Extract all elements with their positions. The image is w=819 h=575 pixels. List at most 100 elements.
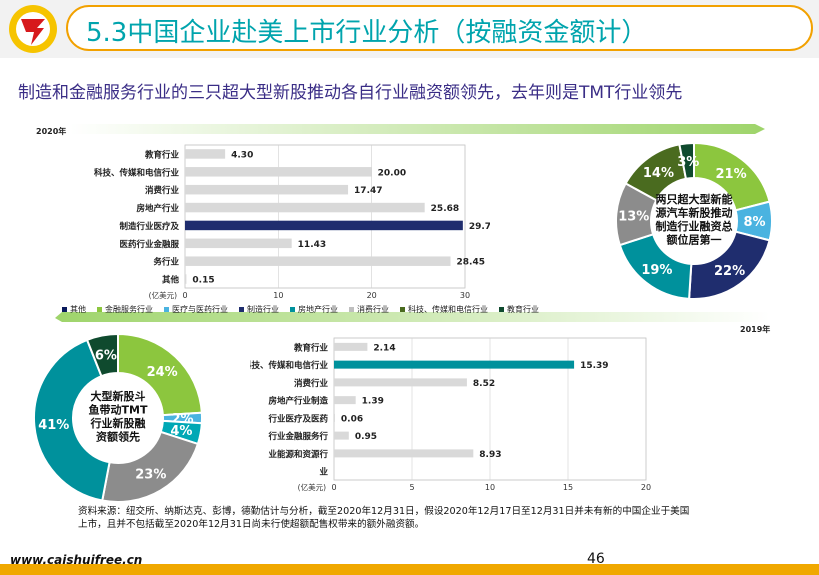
year-label-2019: 2019年 (740, 325, 771, 334)
bar (334, 360, 575, 369)
legend-label: 制造行业 (247, 305, 279, 314)
source-note: 资料来源：纽交所、纳斯达克、彭博，德勤估计与分析，截至2020年12月31日，假… (78, 506, 690, 530)
category-label: 业 (319, 467, 328, 478)
slice-label: 23% (135, 468, 166, 483)
slice-label: 14% (643, 166, 674, 181)
legend-label: 金融服务行业 (105, 305, 153, 314)
legend-label: 科技、传媒和电信行业 (408, 305, 488, 314)
center-text: 鱼带动TMT (89, 403, 148, 417)
bar-chart-2020: 0 10 20 30 (亿美元) 教育行业 4.30 科技、传媒和电信行业 20.00 消费行业 1… (94, 144, 490, 300)
category-label: 业能源和资源行 (268, 449, 328, 460)
bar (334, 396, 356, 405)
x-tick-label: 30 (460, 291, 470, 300)
category-label: 医药行业金融服 (119, 239, 179, 250)
plot-area (184, 144, 466, 289)
arrow-2020 (70, 124, 765, 134)
slice-label: 13% (618, 209, 649, 224)
legend-label: 其他 (70, 305, 86, 314)
bar-chart-2019: 0 5 10 15 20 (亿美元) 教育行业 2.14 科技、传媒和电信行业 15.39 消费行业… (250, 337, 651, 492)
legend-item: 制造行业 (239, 305, 279, 314)
slice-label: 41% (38, 418, 69, 433)
value-label: 8.93 (479, 450, 501, 460)
bar (334, 342, 368, 351)
category-label: 教育行业 (293, 342, 329, 353)
legend-swatch (349, 307, 354, 312)
legend-label: 消费行业 (357, 305, 389, 314)
legend-label: 房地产行业 (298, 305, 338, 314)
x-tick-label: 5 (409, 483, 414, 492)
category-label: 房地产行业制造 (268, 396, 328, 407)
value-label: 20.00 (378, 168, 406, 178)
slice-label: 6% (95, 349, 117, 364)
value-label: 25.68 (431, 204, 459, 214)
page-subtitle: 制造和金融服务行业的三只超大型新股推动各自行业融资额领先，去年则是TMT行业领先 (18, 83, 683, 103)
legend-swatch (499, 307, 504, 312)
footer-url[interactable]: www.caishuifree.cn (10, 553, 143, 567)
center-text: 两只超大型新能 (656, 192, 733, 206)
slice-label: 24% (147, 365, 178, 380)
center-text: 大型新股斗 (91, 389, 146, 403)
slice-label: 8% (743, 215, 765, 230)
category-label: 务行业 (153, 257, 179, 268)
slice-label: 19% (641, 263, 672, 278)
value-label: 15.39 (580, 361, 608, 371)
legend-swatch (164, 307, 169, 312)
year-label-2020: 2020年 (36, 127, 67, 136)
value-label: 11.43 (298, 240, 326, 250)
value-label: 0.95 (355, 432, 377, 442)
unit-label: (亿美元) (149, 290, 177, 300)
arrow-2019 (55, 312, 770, 322)
title-box: 5.3中国企业赴美上市行业分析（按融资金额计） (66, 5, 813, 51)
bar (334, 413, 335, 422)
legend-item: 医疗与医药行业 (164, 305, 228, 314)
center-text: 源汽车新股推动 (656, 206, 733, 220)
category-label: 制造行业医疗及 (119, 221, 179, 232)
legend-item: 其他 (62, 305, 86, 314)
slice-label: 3% (677, 155, 699, 170)
legend-item: 消费行业 (349, 305, 389, 314)
legend-swatch (62, 307, 67, 312)
legend-item: 金融服务行业 (97, 305, 153, 314)
bar (334, 449, 474, 458)
center-text: 资额领先 (96, 430, 140, 444)
bar (185, 274, 187, 284)
page-number: 46 (587, 551, 605, 567)
x-tick-label: 10 (485, 483, 495, 492)
bottom-bar (0, 564, 819, 575)
legend-item: 房地产行业 (290, 305, 338, 314)
center-text: 行业新股融 (90, 416, 146, 430)
value-label: 8.52 (473, 379, 495, 389)
slice-label: 22% (714, 264, 745, 279)
bar (334, 431, 349, 440)
value-label: 28.45 (457, 258, 485, 268)
category-label: 行业金融服务行 (267, 431, 328, 442)
bar (185, 256, 451, 266)
value-label: 0.15 (192, 276, 214, 286)
value-label: 29.77 (469, 222, 490, 232)
category-label: 教育行业 (144, 149, 180, 160)
value-label: 1.39 (362, 397, 384, 407)
x-tick-label: 15 (563, 483, 573, 492)
legend-swatch (290, 307, 295, 312)
unit-label: (亿美元) (298, 482, 326, 492)
bar (185, 184, 349, 195)
value-label: 0.06 (341, 414, 363, 424)
page-title: 5.3中国企业赴美上市行业分析（按融资金额计） (86, 18, 648, 48)
center-text: 制造行业融资总 (656, 219, 733, 233)
legend-label: 教育行业 (507, 305, 539, 314)
chart-legend: 其他 金融服务行业 医疗与医药行业 制造行业 房地产行业 消费行业 科技、传媒和电信行业 教育… (62, 304, 802, 318)
category-label: 其他 (162, 275, 180, 286)
donut-slice (678, 141, 695, 180)
bar (185, 220, 463, 231)
category-label: 消费行业 (294, 378, 329, 389)
legend-swatch (97, 307, 102, 312)
donut-slice (33, 338, 111, 502)
legend-item: 教育行业 (499, 305, 539, 314)
slice-label: 4% (170, 424, 192, 439)
bar (185, 167, 372, 177)
donut-chart-2020: 21% 8% 22% 19% 13% 14%3% 两只超大型新能源汽车新股推动制造行业融资总… (615, 141, 773, 300)
value-label: 2.14 (373, 343, 395, 353)
category-label: 消费行业 (145, 185, 180, 196)
